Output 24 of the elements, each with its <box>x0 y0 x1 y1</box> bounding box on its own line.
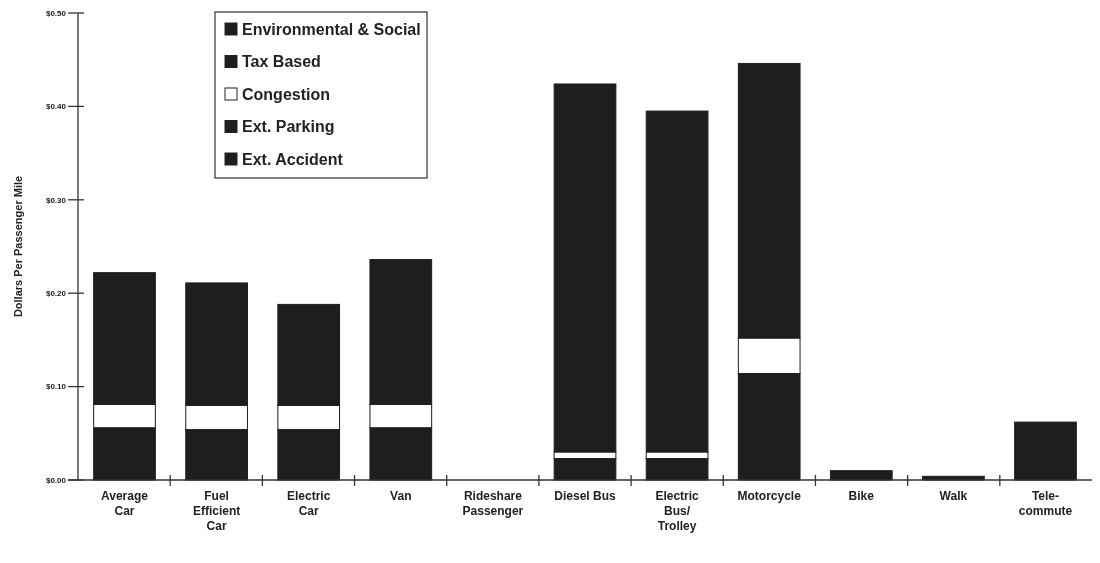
x-tick-label: Electric Car <box>287 489 331 518</box>
x-tick-label: Tele-commute <box>1018 489 1073 518</box>
y-tick-label: $0.00 <box>45 475 67 485</box>
x-tick-label: Electric Bus/ Trolley <box>655 489 700 533</box>
bar <box>1014 421 1077 481</box>
x-tick-label: Average Car <box>101 489 149 518</box>
y-axis-title: Dollars Per Passenger Mile <box>12 175 24 318</box>
x-tick-label: Walk <box>939 489 968 503</box>
y-tick-label: $0.30 <box>45 195 67 205</box>
legend-label: Environmental & Social <box>242 20 421 38</box>
x-tick-label: Motorcycle <box>737 489 802 503</box>
y-tick-label: $0.40 <box>45 102 67 112</box>
x-tick-label: Diesel Bus <box>554 489 617 503</box>
x-tick-label: Van <box>390 489 412 503</box>
x-tick-label: Fuel Efficient Car <box>192 489 241 533</box>
legend-label: Tax Based <box>242 53 321 71</box>
legend-label: Ext. Parking <box>242 118 335 136</box>
x-tick-label: Rideshare Passenger <box>462 489 524 518</box>
legend-label: Ext. Accident <box>242 150 344 168</box>
x-tick-label: Bike <box>848 489 875 503</box>
y-tick-label: $0.10 <box>45 382 67 392</box>
legend-label: Congestion <box>242 85 330 103</box>
y-tick-label: $0.20 <box>45 289 67 298</box>
y-tick-label: $0.50 <box>45 8 67 18</box>
